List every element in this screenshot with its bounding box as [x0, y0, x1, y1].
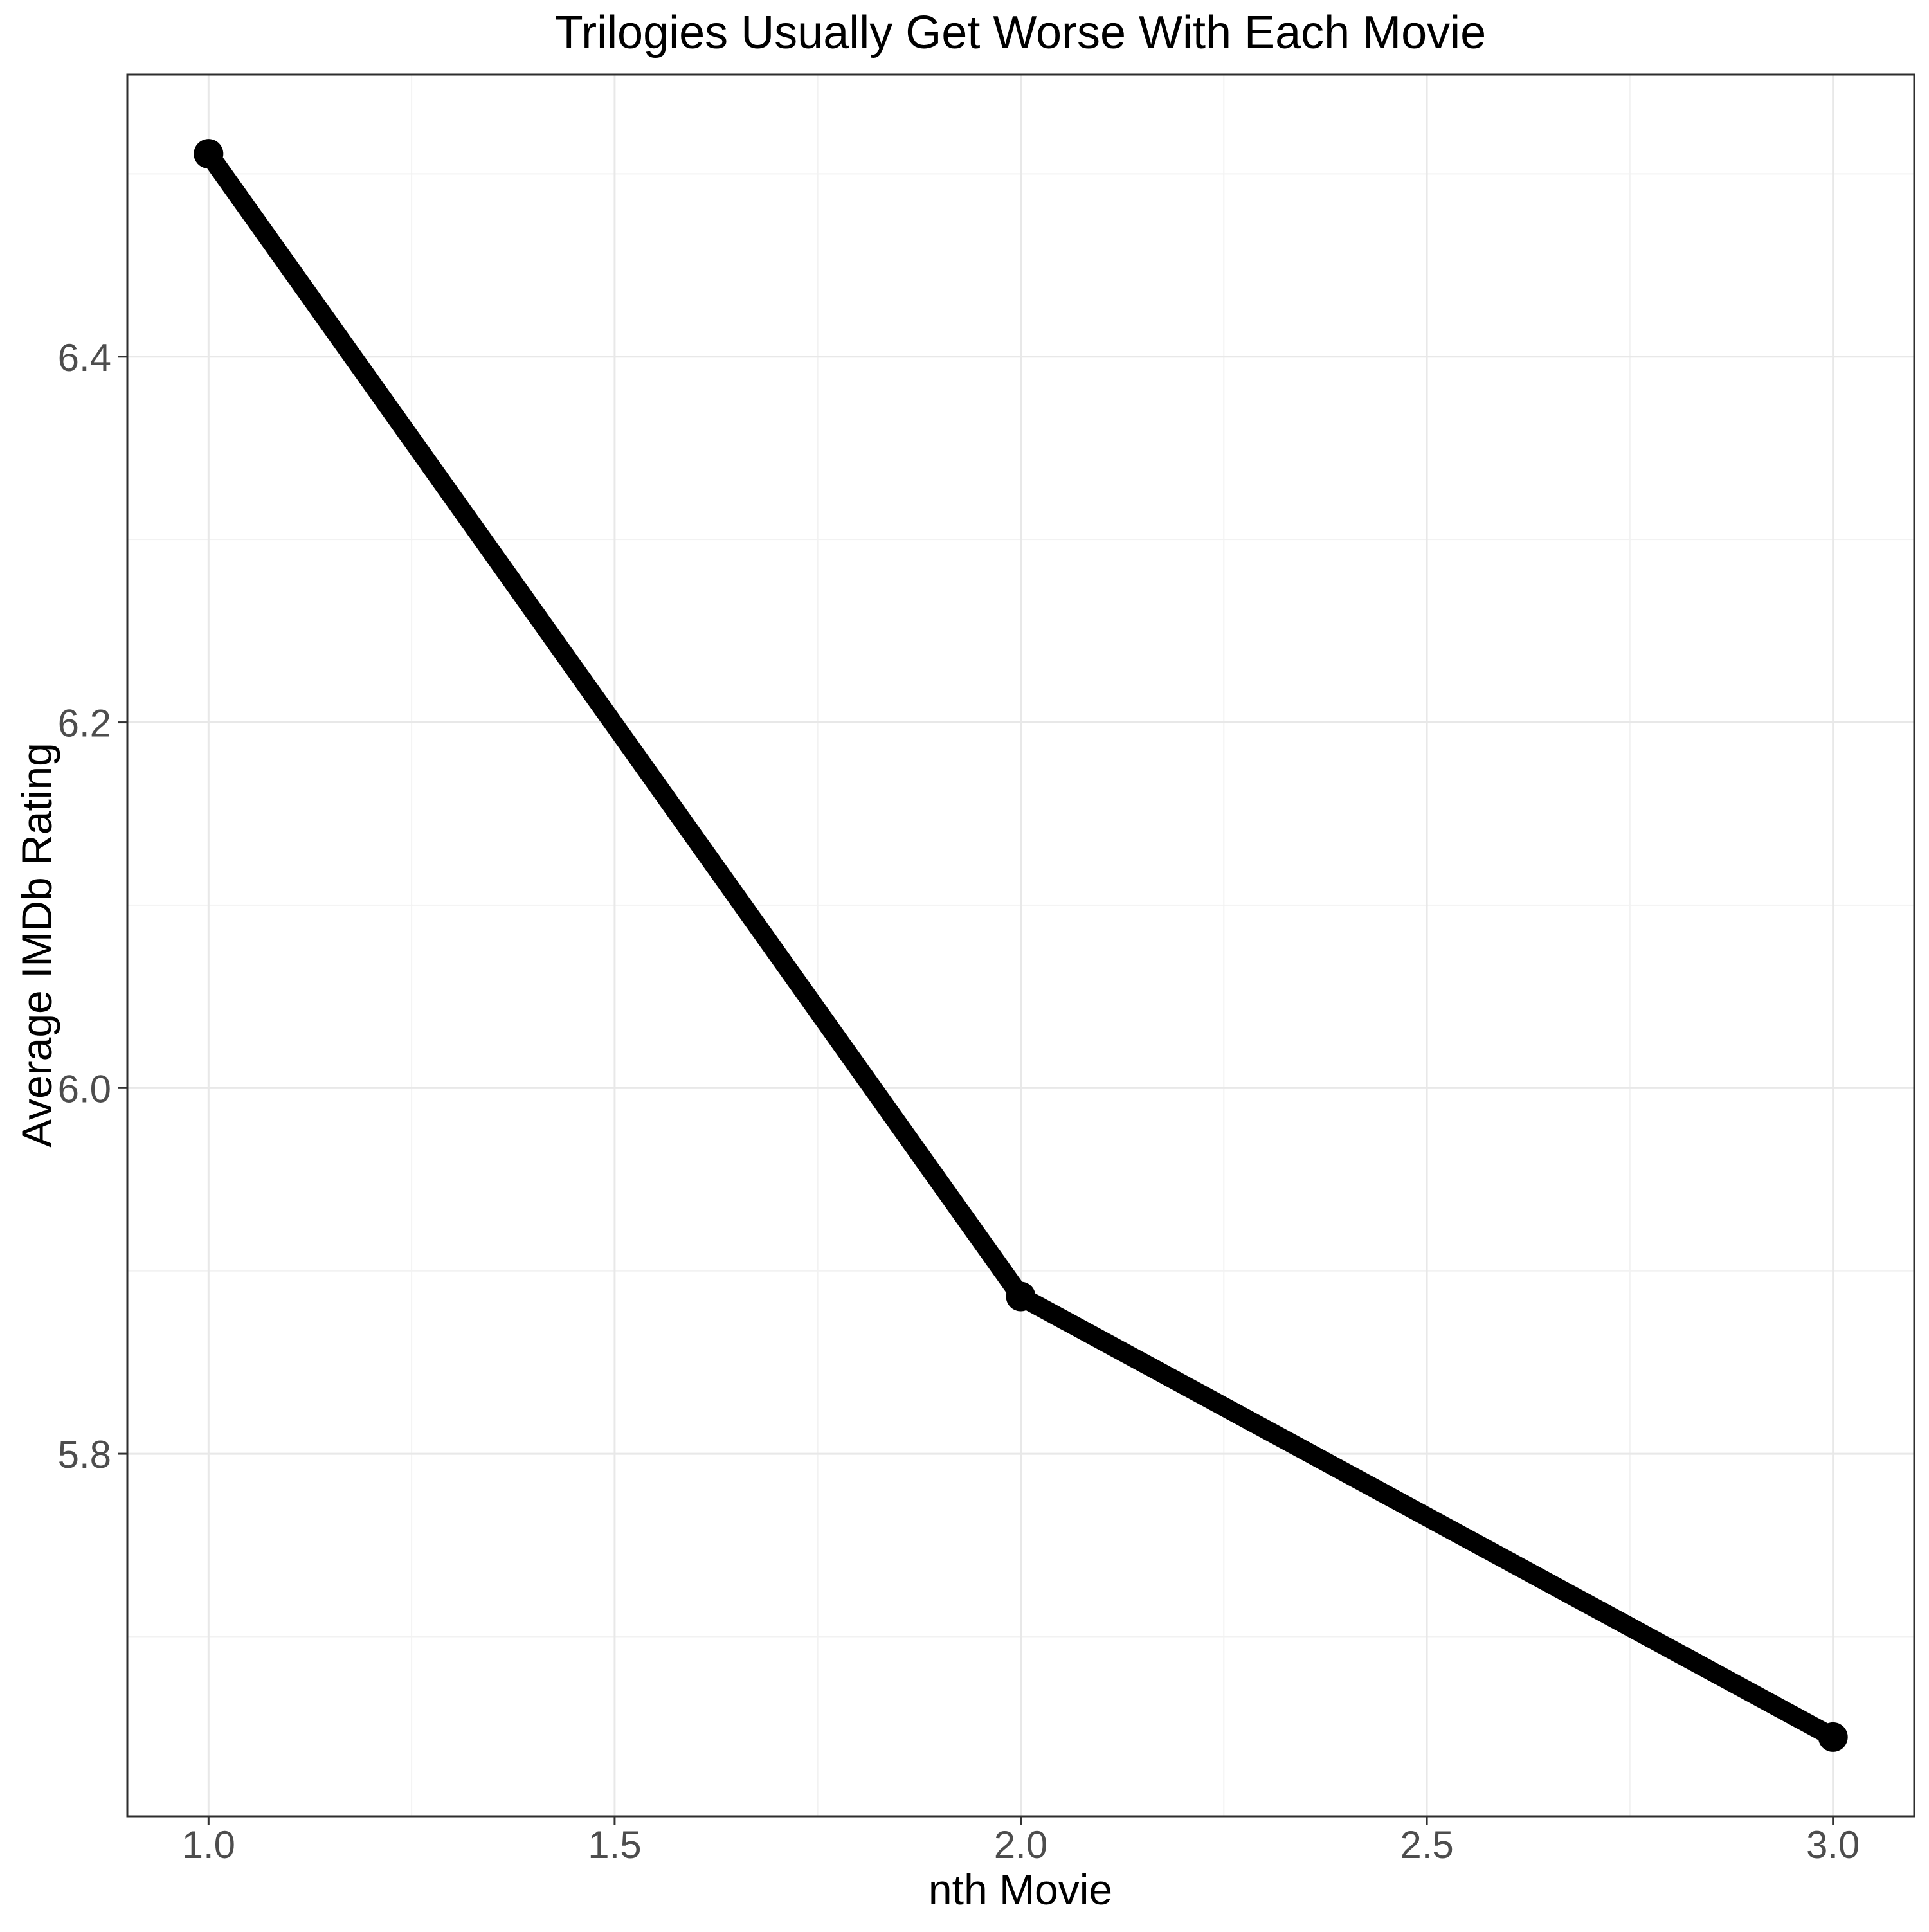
major-gridlines [127, 75, 1914, 1816]
chart-title: Trilogies Usually Get Worse With Each Mo… [555, 7, 1486, 59]
data-point [1818, 1722, 1848, 1752]
y-tick-label: 6.0 [58, 1067, 111, 1110]
y-tick-label: 6.2 [58, 702, 111, 745]
y-axis-title: Average IMDb Rating [13, 743, 60, 1148]
x-axis-title: nth Movie [928, 1866, 1112, 1913]
x-tick-label: 3.0 [1806, 1823, 1860, 1866]
y-tick-label: 5.8 [58, 1433, 111, 1476]
data-point [194, 139, 224, 169]
axis-tick-labels: 1.0 1.5 2.0 2.5 3.0 5.8 6.0 6.2 6.4 [58, 336, 1860, 1866]
x-tick-label: 1.0 [182, 1823, 235, 1866]
x-tick-label: 2.5 [1400, 1823, 1453, 1866]
axis-tick-marks [118, 356, 1834, 1825]
x-tick-label: 2.0 [994, 1823, 1047, 1866]
data-point [1006, 1281, 1036, 1312]
x-tick-label: 1.5 [588, 1823, 641, 1866]
y-tick-label: 6.4 [58, 336, 111, 379]
data-series [194, 139, 1848, 1752]
